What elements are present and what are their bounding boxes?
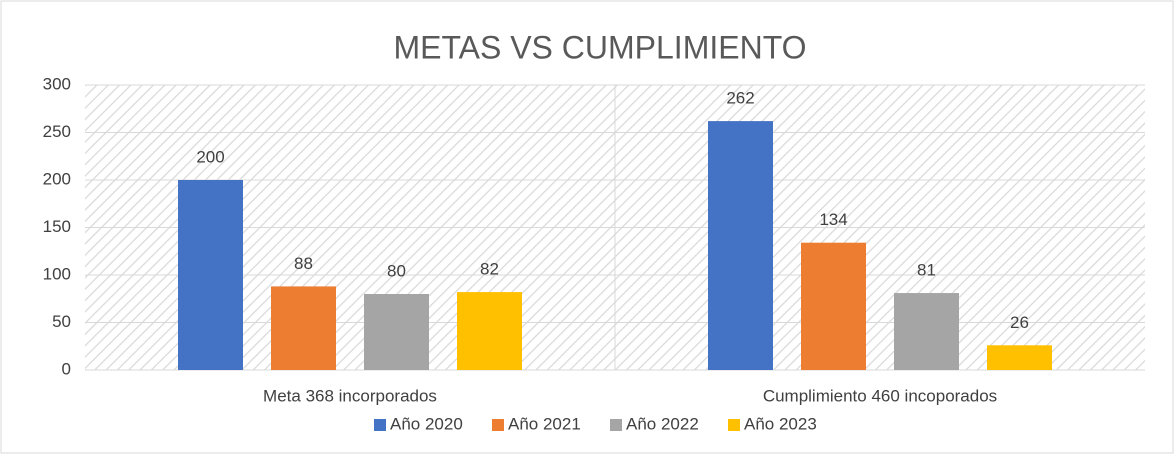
legend-label: Año 2022 — [626, 414, 699, 433]
bar — [457, 292, 522, 370]
bar — [178, 180, 243, 370]
chart-title: METAS VS CUMPLIMIENTO — [393, 29, 806, 65]
data-label: 26 — [1010, 313, 1029, 332]
x-tick-label: Meta 368 incorporados — [263, 386, 437, 405]
data-label: 81 — [917, 261, 936, 280]
data-label: 134 — [819, 210, 847, 229]
bar — [894, 293, 959, 370]
legend-swatch — [610, 419, 622, 431]
data-label: 80 — [387, 261, 406, 280]
legend-label: Año 2023 — [744, 414, 817, 433]
data-label: 88 — [294, 254, 313, 273]
legend-swatch — [492, 419, 504, 431]
y-tick-label: 100 — [43, 264, 71, 283]
legend-swatch — [728, 419, 740, 431]
y-tick-label: 150 — [43, 217, 71, 236]
y-tick-label: 300 — [43, 74, 71, 93]
y-tick-label: 250 — [43, 122, 71, 141]
bar — [364, 294, 429, 370]
legend-swatch — [374, 419, 386, 431]
bar — [271, 286, 336, 370]
data-label: 200 — [196, 147, 224, 166]
data-label: 82 — [480, 260, 499, 279]
bar — [987, 345, 1052, 370]
data-label: 262 — [726, 89, 754, 108]
y-tick-label: 200 — [43, 169, 71, 188]
legend-label: Año 2021 — [508, 414, 581, 433]
y-tick-label: 0 — [62, 359, 71, 378]
x-tick-label: Cumplimiento 460 incoporados — [763, 386, 997, 405]
bar — [801, 242, 866, 370]
y-tick-label: 50 — [52, 312, 71, 331]
legend-label: Año 2020 — [390, 414, 463, 433]
bar — [708, 121, 773, 370]
